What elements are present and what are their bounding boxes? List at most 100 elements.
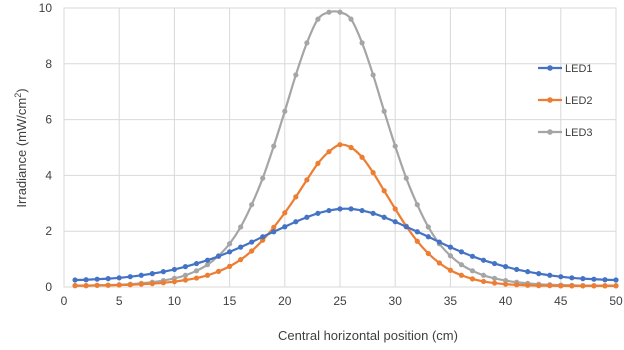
data-point-led2: [547, 283, 553, 289]
data-point-led1: [414, 229, 420, 235]
data-point-led3: [271, 143, 277, 149]
data-point-led3: [282, 108, 288, 114]
data-point-led2: [293, 194, 299, 200]
legend-marker-led2: [547, 97, 553, 103]
data-point-led2: [149, 281, 155, 287]
data-point-led1: [591, 276, 597, 282]
data-point-led2: [72, 283, 78, 289]
data-point-led1: [547, 272, 553, 278]
data-point-led3: [370, 72, 376, 78]
data-point-led2: [480, 278, 487, 285]
data-point-led1: [480, 257, 487, 263]
data-point-led1: [249, 239, 255, 245]
data-point-led1: [271, 229, 277, 235]
series-line-led2: [75, 143, 616, 288]
data-point-led2: [116, 282, 122, 288]
data-point-led2: [315, 160, 321, 167]
data-point-led3: [491, 275, 498, 281]
data-point-led1: [536, 271, 542, 277]
series-group: [72, 9, 619, 289]
data-point-led1: [94, 276, 100, 282]
data-point-led1: [204, 257, 211, 263]
data-point-led2: [204, 272, 211, 278]
data-point-led2: [469, 276, 476, 282]
data-point-led3: [260, 175, 266, 181]
data-point-led1: [72, 277, 78, 283]
data-point-led1: [491, 260, 498, 267]
data-point-led1: [436, 239, 442, 245]
data-point-led2: [138, 281, 144, 287]
data-point-led3: [204, 262, 211, 268]
data-point-led1: [304, 214, 310, 220]
data-point-led2: [249, 248, 255, 254]
data-point-led1: [514, 266, 520, 273]
data-point-led1: [381, 214, 387, 220]
data-point-led2: [83, 283, 89, 289]
data-point-led1: [315, 210, 321, 216]
data-point-led1: [83, 277, 89, 283]
data-point-led2: [94, 282, 100, 288]
y-tick-label: 10: [39, 1, 53, 15]
data-point-led2: [193, 275, 200, 281]
data-point-led1: [370, 210, 376, 216]
series-line-led1: [75, 207, 617, 282]
data-point-led1: [182, 264, 189, 270]
data-point-led1: [359, 207, 365, 214]
data-point-led1: [613, 277, 619, 283]
data-point-led2: [491, 280, 498, 286]
data-point-led1: [580, 276, 586, 282]
data-point-led1: [282, 224, 288, 230]
x-axis-ticks: 0 5 10 15 20 25 30 35 40 45 50: [61, 294, 623, 308]
legend-marker-led1: [547, 65, 553, 71]
data-point-led3: [458, 262, 465, 268]
data-point-led1: [558, 274, 564, 280]
data-point-led1: [215, 253, 222, 259]
data-point-led2: [381, 188, 387, 194]
data-point-led1: [193, 260, 200, 267]
data-point-led2: [569, 283, 575, 289]
data-point-led1: [403, 224, 409, 230]
data-point-led2: [536, 283, 542, 289]
y-tick-label: 6: [45, 113, 52, 127]
data-point-led1: [227, 249, 233, 255]
data-point-led1: [392, 219, 398, 225]
data-point-led2: [127, 282, 133, 288]
legend-label-led1: LED1: [565, 63, 593, 75]
data-point-led2: [602, 283, 608, 289]
legend-label-led3: LED3: [565, 127, 593, 139]
data-point-led3: [249, 202, 255, 208]
y-axis-label-close: ): [14, 88, 29, 92]
data-point-led2: [282, 210, 288, 216]
x-tick-label: 25: [333, 294, 347, 308]
y-axis-label-main: Irradiance (mW/cm: [14, 98, 29, 208]
y-axis-label: Irradiance (mW/cm2): [13, 88, 29, 207]
data-point-led2: [514, 282, 520, 288]
data-point-led1: [116, 275, 122, 281]
data-point-led1: [447, 244, 453, 250]
y-tick-label: 2: [45, 224, 52, 238]
data-point-led3: [403, 175, 409, 181]
data-point-led2: [436, 260, 442, 266]
gridlines: [63, 7, 617, 288]
data-point-led3: [304, 40, 310, 46]
data-point-led2: [326, 149, 332, 155]
data-point-led3: [480, 272, 487, 278]
data-point-led1: [425, 234, 431, 240]
data-point-led1: [127, 274, 133, 280]
data-point-led2: [227, 263, 233, 269]
data-point-led2: [370, 170, 376, 176]
x-tick-label: 40: [499, 294, 513, 308]
data-point-led3: [392, 143, 398, 149]
data-point-led1: [602, 277, 608, 283]
data-point-led2: [215, 268, 222, 274]
data-point-led1: [160, 269, 166, 275]
data-point-led1: [238, 244, 244, 250]
data-point-led2: [105, 282, 111, 288]
data-point-led1: [105, 276, 111, 282]
x-tick-label: 15: [223, 294, 237, 308]
data-point-led3: [414, 202, 420, 208]
data-point-led3: [348, 16, 354, 22]
legend: LED1 LED2 LED3: [538, 63, 593, 139]
data-point-led2: [458, 272, 465, 278]
